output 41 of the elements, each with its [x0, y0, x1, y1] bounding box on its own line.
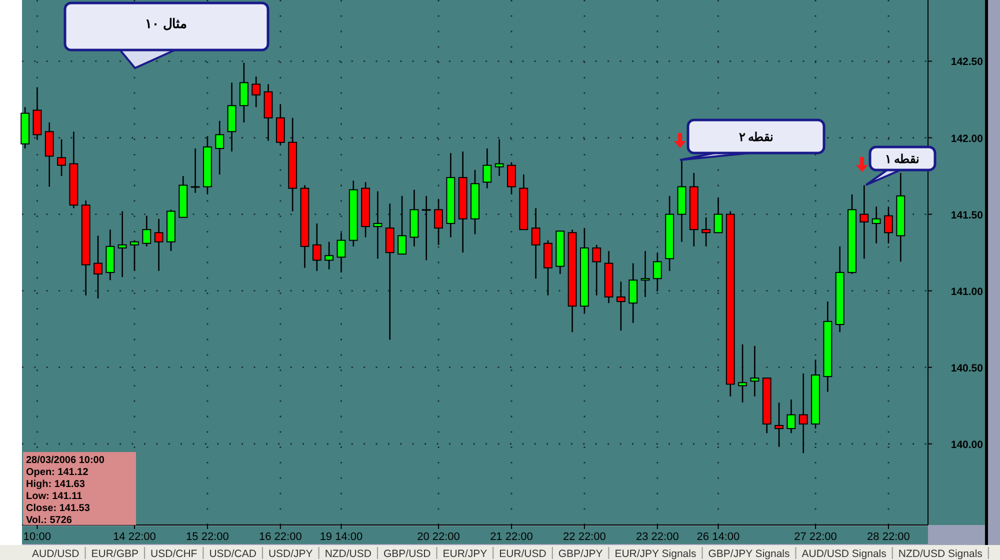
text: AUD/USD [32, 548, 80, 560]
text: NZD/USD [324, 548, 372, 560]
text: EUR/JPY Signals [614, 548, 696, 560]
y-tick-label: 142.00 [950, 132, 984, 145]
x-tick-label: 20 22:00 [417, 531, 460, 543]
y-tick-label: 141.50 [950, 209, 984, 222]
text: GBP/JPY [558, 548, 603, 560]
text: GBP/JPY Signals [708, 548, 790, 560]
annotation: Low: 141.11 [26, 491, 83, 502]
text: EUR/JPY [442, 548, 488, 560]
x-tick-label: 10:00 [23, 531, 51, 543]
annotation: Vol.: 5726 [26, 515, 72, 526]
x-tick-label: 15 22:00 [186, 531, 229, 543]
x-tick-label: 19 14:00 [320, 531, 363, 543]
annotation: Open: 141.12 [26, 467, 89, 478]
x-tick-label: 26 14:00 [696, 531, 740, 543]
text: EUR/USD [499, 548, 547, 560]
annotation: مثال ١٠ [145, 16, 187, 31]
annotation: 28/03/2006 10:00 [26, 455, 105, 466]
x-tick-label: 21 22:00 [490, 531, 533, 543]
x-tick-label: 28 22:00 [867, 531, 910, 543]
y-tick-label: 141.00 [950, 286, 984, 298]
y-tick-label: 140.00 [950, 438, 984, 451]
text: NZD/USD Signals [898, 548, 982, 560]
text: AUD/USD Signals [802, 548, 886, 560]
text: EUR/GBP [91, 548, 139, 560]
text: GBP/USD [383, 548, 432, 560]
annotation: نقطه ١ [884, 152, 920, 166]
x-tick-label: 27 22:00 [794, 531, 837, 543]
y-tick-label: 142.50 [950, 56, 984, 68]
annotation: نقطه ٢ [738, 130, 774, 144]
annotation: Close: 141.53 [26, 503, 90, 514]
x-tick-label: 14 22:00 [113, 531, 156, 543]
text: USD/JPY [268, 548, 313, 560]
x-tick-label: 16 22:00 [259, 531, 302, 543]
text: USD/CHF [150, 548, 198, 560]
x-tick-label: 23 22:00 [636, 531, 679, 543]
x-tick-label: 22 22:00 [563, 531, 606, 543]
text: USD/CAD [209, 548, 257, 560]
annotation: High: 141.63 [26, 479, 86, 490]
y-tick-label: 140.50 [950, 362, 984, 374]
